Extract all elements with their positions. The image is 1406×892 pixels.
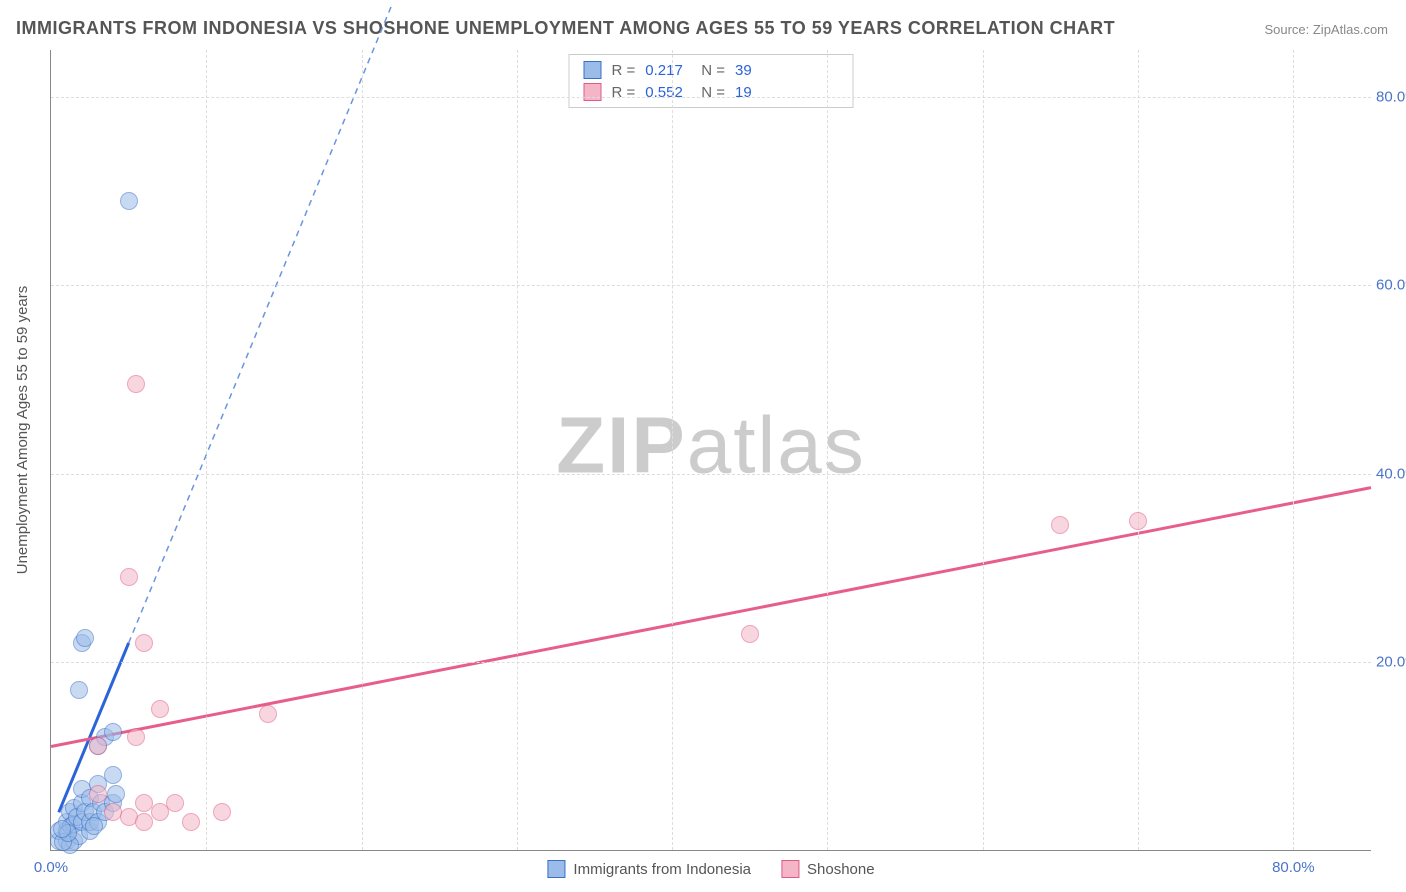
data-point-shoshone <box>151 700 169 718</box>
legend-swatch-icon <box>584 61 602 79</box>
data-point-shoshone <box>89 785 107 803</box>
gridline-v <box>206 50 207 850</box>
data-point-shoshone <box>213 803 231 821</box>
gridline-v <box>827 50 828 850</box>
data-point-shoshone <box>89 737 107 755</box>
data-point-indonesia <box>120 192 138 210</box>
trend-line-indonesia-ext <box>129 3 393 643</box>
legend-row-shoshone: R =0.552N =19 <box>584 83 839 101</box>
legend-n-label: N = <box>701 62 725 79</box>
data-point-shoshone <box>120 568 138 586</box>
gridline-h <box>51 285 1371 286</box>
gridline-h <box>51 662 1371 663</box>
trend-lines-layer <box>51 50 1371 850</box>
x-tick-label: 80.0% <box>1272 859 1315 876</box>
series-legend-item-indonesia: Immigrants from Indonesia <box>547 860 751 878</box>
data-point-indonesia <box>107 785 125 803</box>
trend-line-shoshone <box>51 488 1371 747</box>
y-tick-label: 40.0% <box>1376 465 1406 482</box>
legend-r-label: R = <box>612 62 636 79</box>
data-point-shoshone <box>1051 516 1069 534</box>
data-point-shoshone <box>127 728 145 746</box>
legend-swatch-icon <box>547 860 565 878</box>
data-point-indonesia <box>85 817 103 835</box>
data-point-indonesia <box>70 681 88 699</box>
series-legend: Immigrants from Indonesia Shoshone <box>547 860 874 878</box>
source-label: Source: ZipAtlas.com <box>1264 22 1388 37</box>
gridline-v <box>1293 50 1294 850</box>
data-point-shoshone <box>135 634 153 652</box>
watermark: ZIPatlas <box>556 399 865 491</box>
data-point-shoshone <box>127 375 145 393</box>
data-point-indonesia <box>104 723 122 741</box>
data-point-indonesia <box>104 766 122 784</box>
chart-title: IMMIGRANTS FROM INDONESIA VS SHOSHONE UN… <box>16 18 1115 39</box>
legend-n-value: 39 <box>735 62 781 79</box>
y-tick-label: 20.0% <box>1376 653 1406 670</box>
data-point-shoshone <box>259 705 277 723</box>
scatter-plot-area: ZIPatlas R =0.217N =39R =0.552N =19 Immi… <box>50 50 1371 851</box>
legend-row-indonesia: R = 0.217 N = 39 <box>584 61 839 79</box>
correlation-legend: R = 0.217 N = 39 R =0.552N =19 <box>569 54 854 108</box>
x-tick-label: 0.0% <box>34 859 68 876</box>
data-point-indonesia <box>76 629 94 647</box>
data-point-shoshone <box>1129 512 1147 530</box>
gridline-v <box>517 50 518 850</box>
data-point-shoshone <box>741 625 759 643</box>
y-tick-label: 80.0% <box>1376 89 1406 106</box>
data-point-indonesia <box>53 820 71 838</box>
gridline-v <box>1138 50 1139 850</box>
series-legend-label: Shoshone <box>807 861 875 878</box>
gridline-h <box>51 97 1371 98</box>
gridline-v <box>362 50 363 850</box>
legend-swatch-icon <box>584 83 602 101</box>
gridline-h <box>51 474 1371 475</box>
data-point-shoshone <box>182 813 200 831</box>
series-legend-item-shoshone: Shoshone <box>781 860 875 878</box>
y-axis-label: Unemployment Among Ages 55 to 59 years <box>14 286 31 575</box>
y-tick-label: 60.0% <box>1376 277 1406 294</box>
legend-swatch-icon <box>781 860 799 878</box>
legend-r-value: 0.217 <box>645 62 691 79</box>
data-point-shoshone <box>166 794 184 812</box>
series-legend-label: Immigrants from Indonesia <box>573 861 751 878</box>
gridline-v <box>983 50 984 850</box>
gridline-v <box>672 50 673 850</box>
